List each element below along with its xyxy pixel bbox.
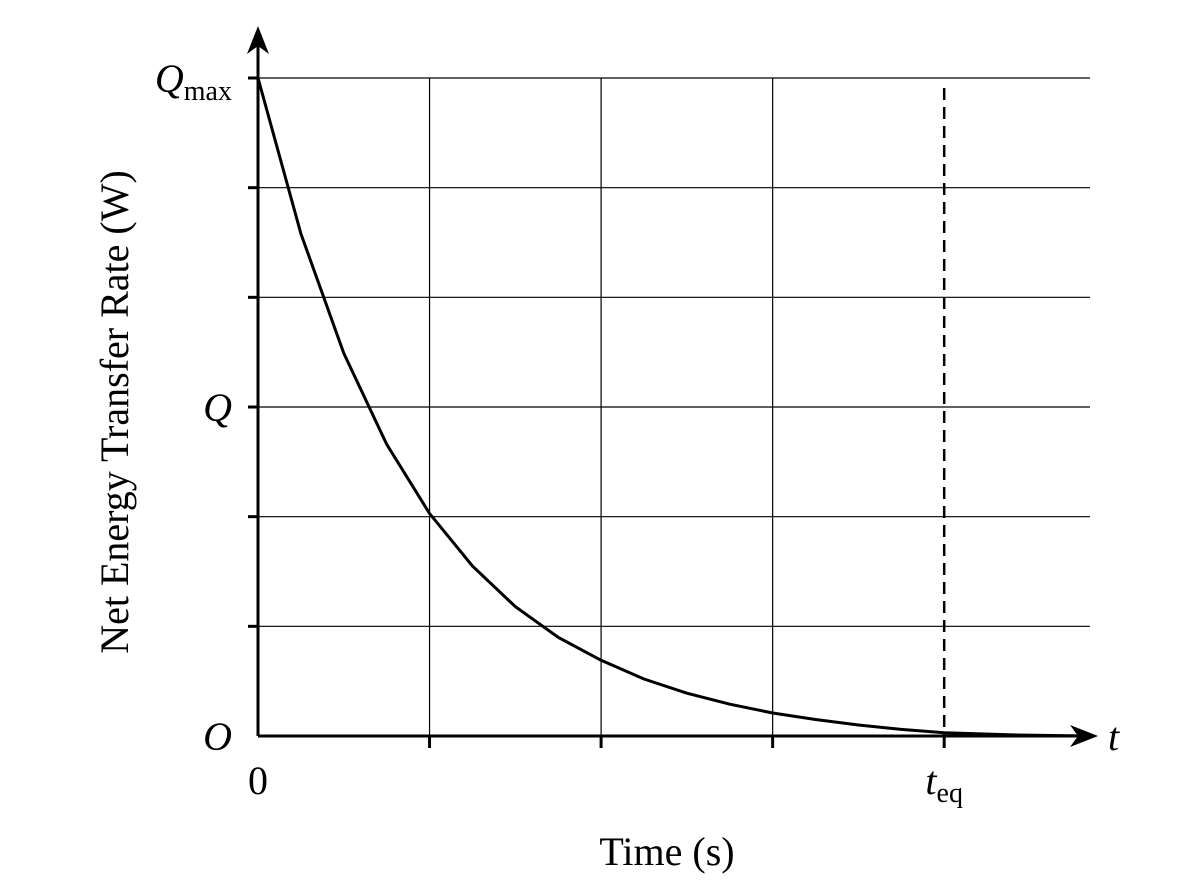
grid: [258, 77, 1090, 736]
y-tick-label: O: [203, 714, 232, 759]
x-axis-symbol: t: [1108, 714, 1120, 759]
y-axis-label: Net Energy Transfer Rate (W): [92, 170, 137, 654]
x-axis-arrow: [1070, 725, 1098, 747]
tick-marks: [248, 76, 946, 748]
y-tick-label: Q: [203, 385, 232, 430]
x-tick-label: 0: [248, 758, 268, 803]
energy-transfer-curve: [256, 77, 1091, 738]
x-tick-label: teq: [925, 758, 963, 809]
y-tick-label: Qmax: [155, 56, 232, 107]
x-axis-label: Time (s): [599, 829, 734, 874]
y-axis-arrow: [247, 26, 269, 54]
tick-labels: 0 teq O Q Qmax: [155, 56, 963, 809]
